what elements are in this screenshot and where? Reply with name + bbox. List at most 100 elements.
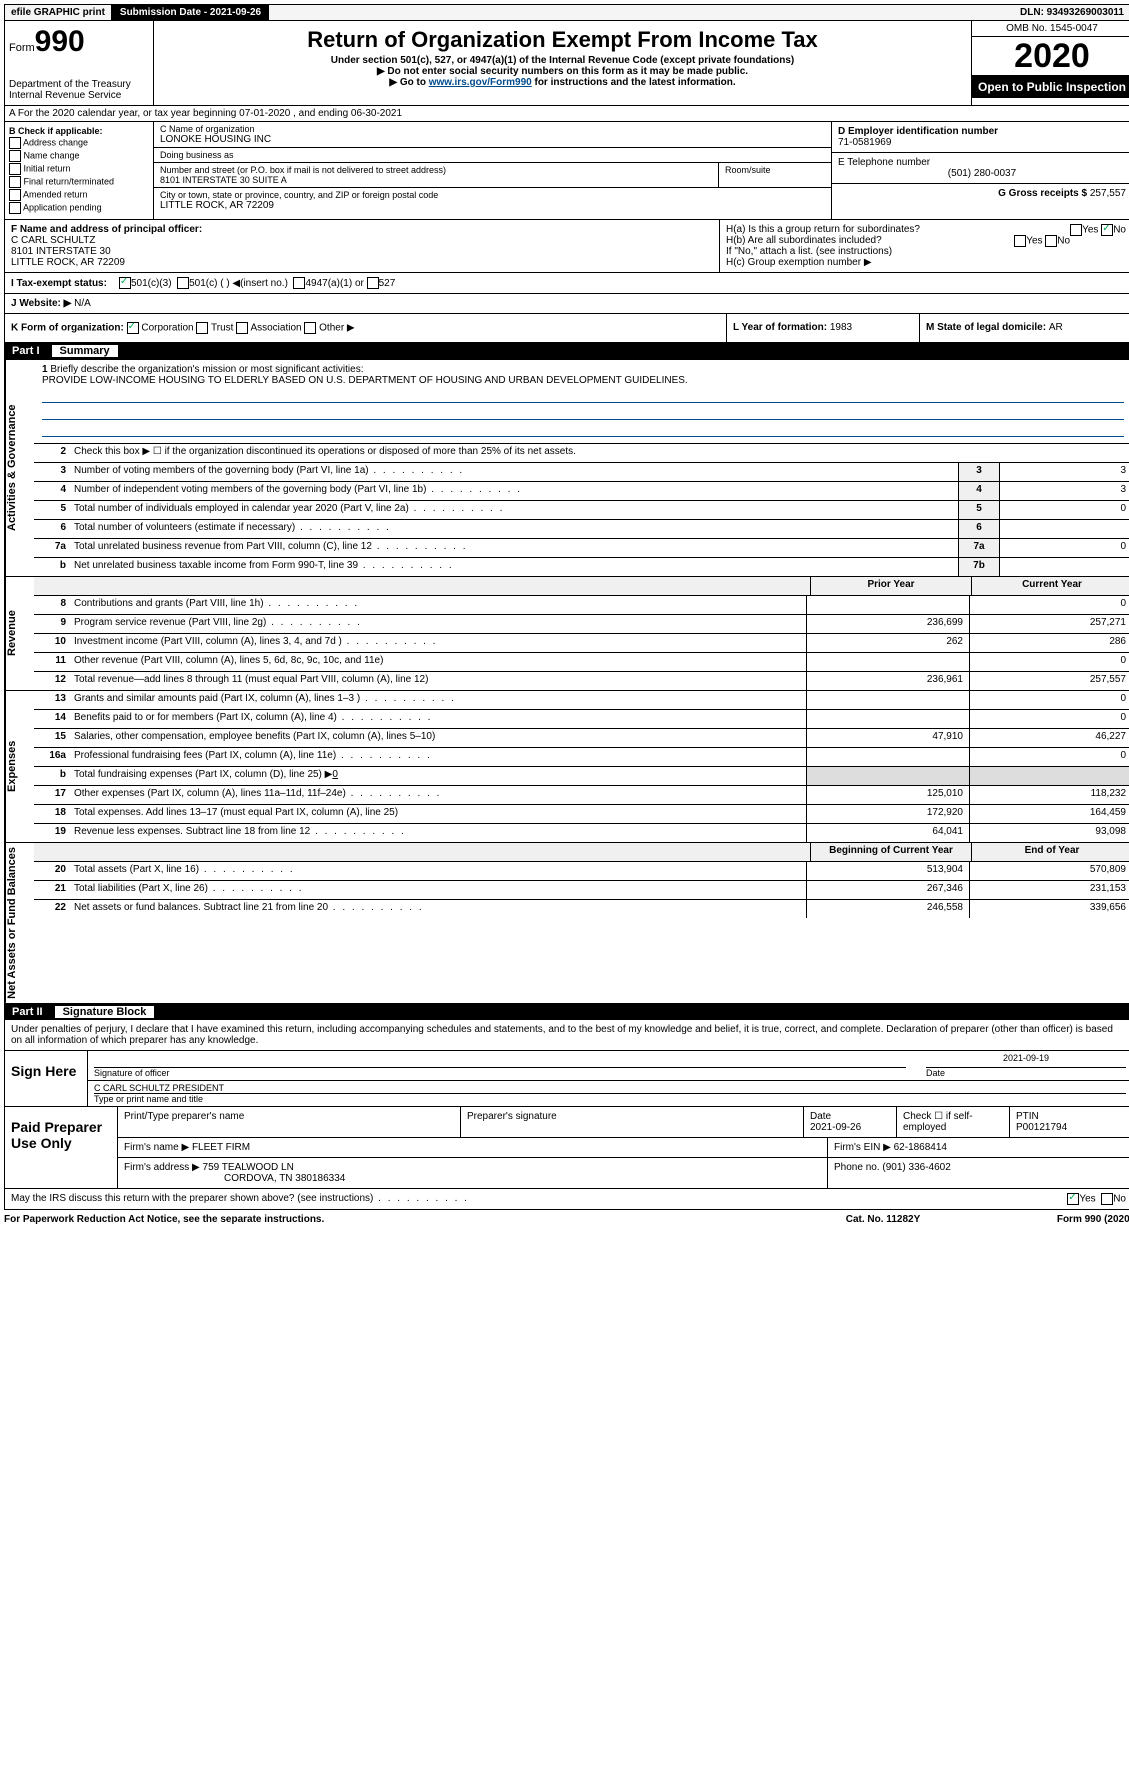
ha-yes[interactable]: Yes (1082, 225, 1098, 236)
officer-name: C CARL SCHULTZ (11, 235, 713, 246)
opt-other[interactable]: Other ▶ (319, 323, 354, 334)
hb-row: H(b) Are all subordinates included? Yes … (726, 235, 1126, 246)
cb-name[interactable]: Name change (9, 150, 149, 162)
l21-text: Total liabilities (Part X, line 26) (70, 881, 806, 899)
cb-501c3[interactable] (119, 277, 131, 289)
col-end: End of Year (971, 843, 1129, 861)
discuss-yes-cb[interactable] (1067, 1193, 1079, 1205)
ha-label: H(a) Is this a group return for subordin… (726, 224, 920, 235)
l7b-text: Net unrelated business taxable income fr… (70, 558, 958, 576)
l16b-text: Total fundraising expenses (Part IX, col… (70, 767, 806, 785)
gross-val: 257,557 (1090, 188, 1126, 199)
l13-p (806, 691, 969, 709)
firm-phone: (901) 336-4602 (882, 1162, 950, 1173)
part2-header: Part II Signature Block (4, 1004, 1129, 1020)
l9-c: 257,271 (969, 615, 1129, 633)
firm-addr: 759 TEALWOOD LN (203, 1162, 294, 1173)
col-d: D Employer identification number 71-0581… (831, 122, 1129, 219)
ein-block: D Employer identification number 71-0581… (832, 122, 1129, 153)
l16a-p (806, 748, 969, 766)
col-prior: Prior Year (810, 577, 971, 595)
org-name-label: C Name of organization (160, 124, 825, 134)
row-j: J Website: ▶ N/A (4, 294, 1129, 314)
sig-date-label: Date (926, 1068, 1126, 1078)
side-gov: Activities & Governance (5, 360, 34, 576)
firm-city: CORDOVA, TN 380186334 (224, 1173, 345, 1184)
l6-val (999, 520, 1129, 538)
l10-text: Investment income (Part VIII, column (A)… (70, 634, 806, 652)
cb-initial[interactable]: Initial return (9, 163, 149, 175)
submission-date[interactable]: Submission Date - 2021-09-26 (112, 5, 269, 20)
irs-link[interactable]: www.irs.gov/Form990 (429, 77, 532, 88)
prep-date: 2021-09-26 (810, 1122, 890, 1133)
l22-b: 246,558 (806, 900, 969, 918)
room-label: Room/suite (725, 165, 825, 175)
perjury-text: Under penalties of perjury, I declare th… (4, 1020, 1129, 1051)
discuss-yes: Yes (1079, 1193, 1095, 1204)
l3-text: Number of voting members of the governin… (70, 463, 958, 481)
col-beg: Beginning of Current Year (810, 843, 971, 861)
l14-text: Benefits paid to or for members (Part IX… (70, 710, 806, 728)
opt-trust[interactable]: Trust (211, 323, 233, 334)
hb-note: If "No," attach a list. (see instruction… (726, 246, 1126, 257)
l4-text: Number of independent voting members of … (70, 482, 958, 500)
cb-final[interactable]: Final return/terminated (9, 176, 149, 188)
ha-row: H(a) Is this a group return for subordin… (726, 224, 1126, 235)
firm-phone-label: Phone no. (834, 1162, 880, 1173)
state-val: AR (1049, 322, 1063, 333)
state-domicile: M State of legal domicile: AR (919, 314, 1129, 342)
form-title: Return of Organization Exempt From Incom… (158, 27, 967, 53)
sign-here-label: Sign Here (5, 1051, 88, 1106)
opt-4947: 4947(a)(1) or (305, 278, 363, 289)
l22-e: 339,656 (969, 900, 1129, 918)
cb-application[interactable]: Application pending (9, 202, 149, 214)
form-990-num: 990 (35, 25, 85, 58)
officer-printed: C CARL SCHULTZ PRESIDENT (94, 1083, 1126, 1094)
l3-val: 3 (999, 463, 1129, 481)
officer-block: F Name and address of principal officer:… (5, 220, 719, 272)
paid-preparer-row: Paid Preparer Use Only Print/Type prepar… (4, 1107, 1129, 1189)
l5-val: 0 (999, 501, 1129, 519)
header-right: OMB No. 1545-0047 2020 Open to Public In… (971, 21, 1129, 105)
note2-post: for instructions and the latest informat… (532, 77, 736, 88)
l19-text: Revenue less expenses. Subtract line 18 … (70, 824, 806, 842)
website-val: N/A (74, 298, 91, 309)
note-ssn: ▶ Do not enter social security numbers o… (158, 66, 967, 77)
year-val: 1983 (830, 322, 852, 333)
state-label: M State of legal domicile: (926, 322, 1049, 333)
ha-no[interactable]: No (1113, 225, 1126, 236)
officer-addr2: LITTLE ROCK, AR 72209 (11, 257, 713, 268)
col-c-org: C Name of organization LONOKE HOUSING IN… (154, 122, 831, 219)
form-number: Form990 (9, 25, 149, 59)
l18-text: Total expenses. Add lines 13–17 (must eq… (70, 805, 806, 823)
l2-text: Check this box ▶ ☐ if the organization d… (70, 444, 1129, 462)
header-left: Form990 Department of the Treasury Inter… (5, 21, 154, 105)
l16a-c: 0 (969, 748, 1129, 766)
discuss-no-cb[interactable] (1101, 1193, 1113, 1205)
cb-address[interactable]: Address change (9, 137, 149, 149)
firm-name: FLEET FIRM (192, 1142, 250, 1153)
page-footer: For Paperwork Reduction Act Notice, see … (4, 1210, 1129, 1229)
opt-corp[interactable]: Corporation (141, 323, 193, 334)
officer-printed-label: Type or print name and title (94, 1094, 1126, 1104)
part1-header: Part I Summary (4, 343, 1129, 359)
org-name-block: C Name of organization LONOKE HOUSING IN… (154, 122, 831, 148)
sig-date: 2021-09-19 (926, 1053, 1126, 1068)
cb-amended[interactable]: Amended return (9, 189, 149, 201)
sig-officer-label: Signature of officer (94, 1068, 906, 1078)
l12-text: Total revenue—add lines 8 through 11 (mu… (70, 672, 806, 690)
dba-block: Doing business as (154, 148, 831, 163)
city-val: LITTLE ROCK, AR 72209 (160, 200, 825, 211)
efile-label[interactable]: efile GRAPHIC print (5, 5, 112, 20)
l10-p: 262 (806, 634, 969, 652)
opt-assoc[interactable]: Association (250, 323, 301, 334)
preparer-name-label: Print/Type preparer's name (124, 1111, 454, 1122)
l11-p (806, 653, 969, 671)
l15-c: 46,227 (969, 729, 1129, 747)
l8-text: Contributions and grants (Part VIII, lin… (70, 596, 806, 614)
year-formation: L Year of formation: 1983 (726, 314, 919, 342)
phone-block: E Telephone number (501) 280-0037 (832, 153, 1129, 184)
l1-label: Briefly describe the organization's miss… (50, 364, 363, 375)
form-subtitle: Under section 501(c), 527, or 4947(a)(1)… (158, 55, 967, 66)
ptin-label: PTIN (1016, 1111, 1126, 1122)
